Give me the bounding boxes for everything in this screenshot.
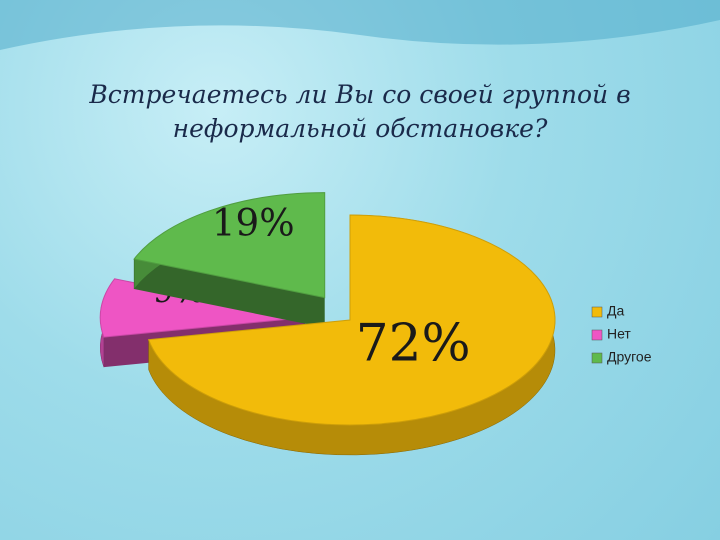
legend-label: Нет: [607, 326, 631, 342]
legend-swatch: [591, 306, 603, 318]
wave-decoration: [0, 0, 720, 50]
legend-label: Да: [607, 303, 624, 319]
slice-face: [134, 259, 325, 328]
slice: [133, 192, 326, 299]
chart-title: Встречаетесь ли Вы со своей группой в не…: [89, 80, 631, 143]
value-label: 19%: [212, 200, 295, 244]
value-label: 72%: [356, 313, 471, 373]
legend-swatch: [591, 352, 603, 364]
slice: [147, 214, 556, 426]
legend-swatch: [591, 329, 603, 341]
legend-label: Другое: [607, 349, 652, 365]
slice: [99, 278, 306, 338]
